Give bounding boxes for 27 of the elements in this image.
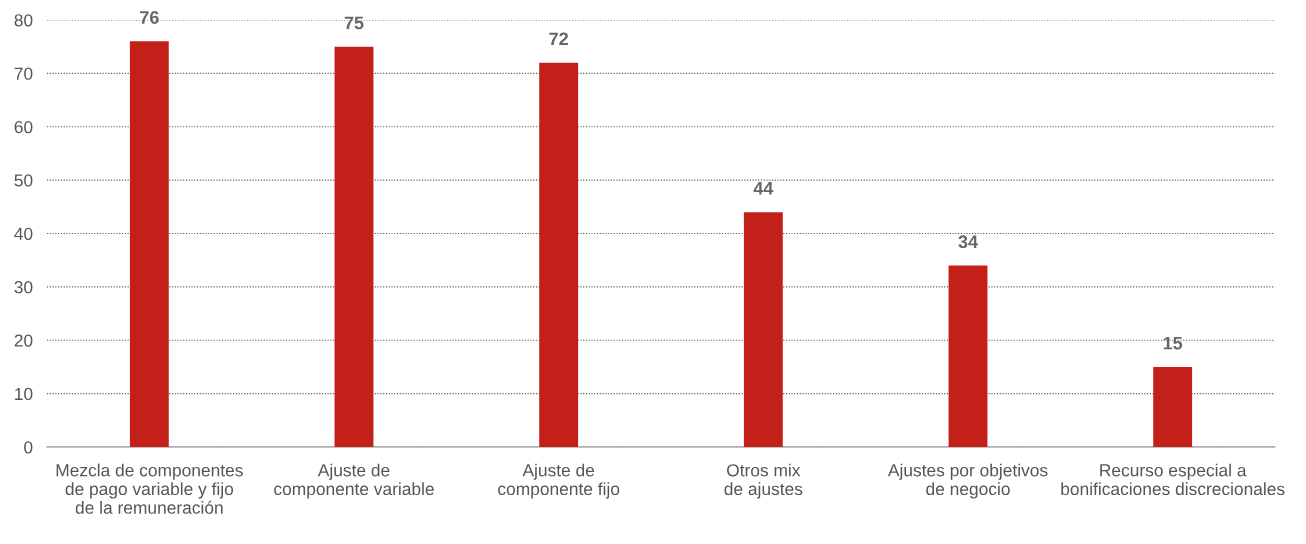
bar (334, 46, 374, 447)
y-tick-label: 60 (14, 120, 33, 134)
x-tick-label: Recurso especial a bonificaciones discrecionales (1061, 463, 1285, 496)
x-tick-label: Ajuste de componente fijo (498, 463, 620, 499)
x-tick-label: Ajustes por objetivos de negocio (887, 463, 1048, 499)
data-label: 75 (344, 16, 364, 30)
y-tick-label: 20 (14, 334, 33, 347)
data-label: 44 (753, 182, 774, 195)
y-tick-label: 10 (15, 387, 33, 401)
bar (539, 62, 579, 447)
bar (948, 265, 988, 447)
x-tick-label: Otros mix de ajustes (724, 463, 803, 499)
x-tick-label: Ajuste de componente variable (274, 463, 434, 499)
y-tick-label: 30 (14, 281, 33, 294)
y-tick-label: 50 (14, 174, 33, 187)
data-label: 15 (1163, 336, 1183, 350)
y-tick-label: 40 (14, 227, 33, 240)
bar (129, 41, 169, 447)
y-tick-label: 70 (14, 67, 33, 80)
y-tick-label: 80 (14, 14, 33, 27)
data-label: 76 (140, 11, 159, 24)
bar (1153, 366, 1193, 447)
x-tick-label: Mezcla de componentes de pago variable y fijo de la remuneración (56, 463, 243, 514)
data-label: 72 (549, 32, 568, 46)
bar (743, 212, 783, 447)
y-tick-label: 0 (24, 441, 33, 454)
data-label: 34 (958, 235, 978, 249)
